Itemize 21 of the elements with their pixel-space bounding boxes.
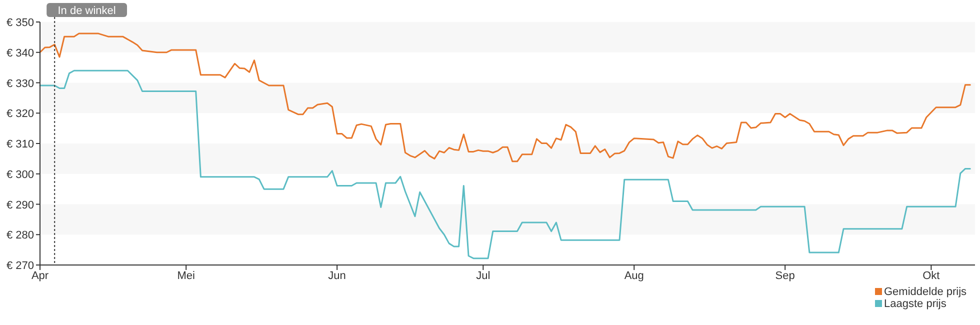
ref-line-label: In de winkel — [58, 5, 116, 17]
y-tick-label: € 350 — [6, 17, 34, 29]
y-tick-label: € 340 — [6, 47, 34, 60]
y-tick-label: € 320 — [6, 108, 34, 120]
x-tick-label: Sep — [775, 270, 795, 282]
x-tick-label: Okt — [922, 270, 940, 282]
x-tick-label: Apr — [31, 270, 49, 282]
y-tick-label: € 290 — [6, 199, 34, 212]
legend-label: Laagste prijs — [884, 298, 947, 310]
line-series — [39, 70, 971, 260]
y-tick-label: € 330 — [6, 78, 34, 90]
y-tick-label: € 270 — [6, 260, 34, 272]
y-tick-label: € 280 — [6, 230, 34, 242]
y-tick-label: € 300 — [6, 168, 34, 181]
x-tick-label: Jul — [476, 270, 490, 282]
x-tick-label: Jun — [328, 270, 346, 282]
x-tick-label: Mei — [177, 270, 195, 282]
line-series — [39, 32, 971, 162]
legend-label: Gemiddelde prijs — [884, 286, 968, 298]
x-tick-label: Aug — [624, 270, 644, 282]
y-tick-label: € 310 — [6, 138, 34, 150]
